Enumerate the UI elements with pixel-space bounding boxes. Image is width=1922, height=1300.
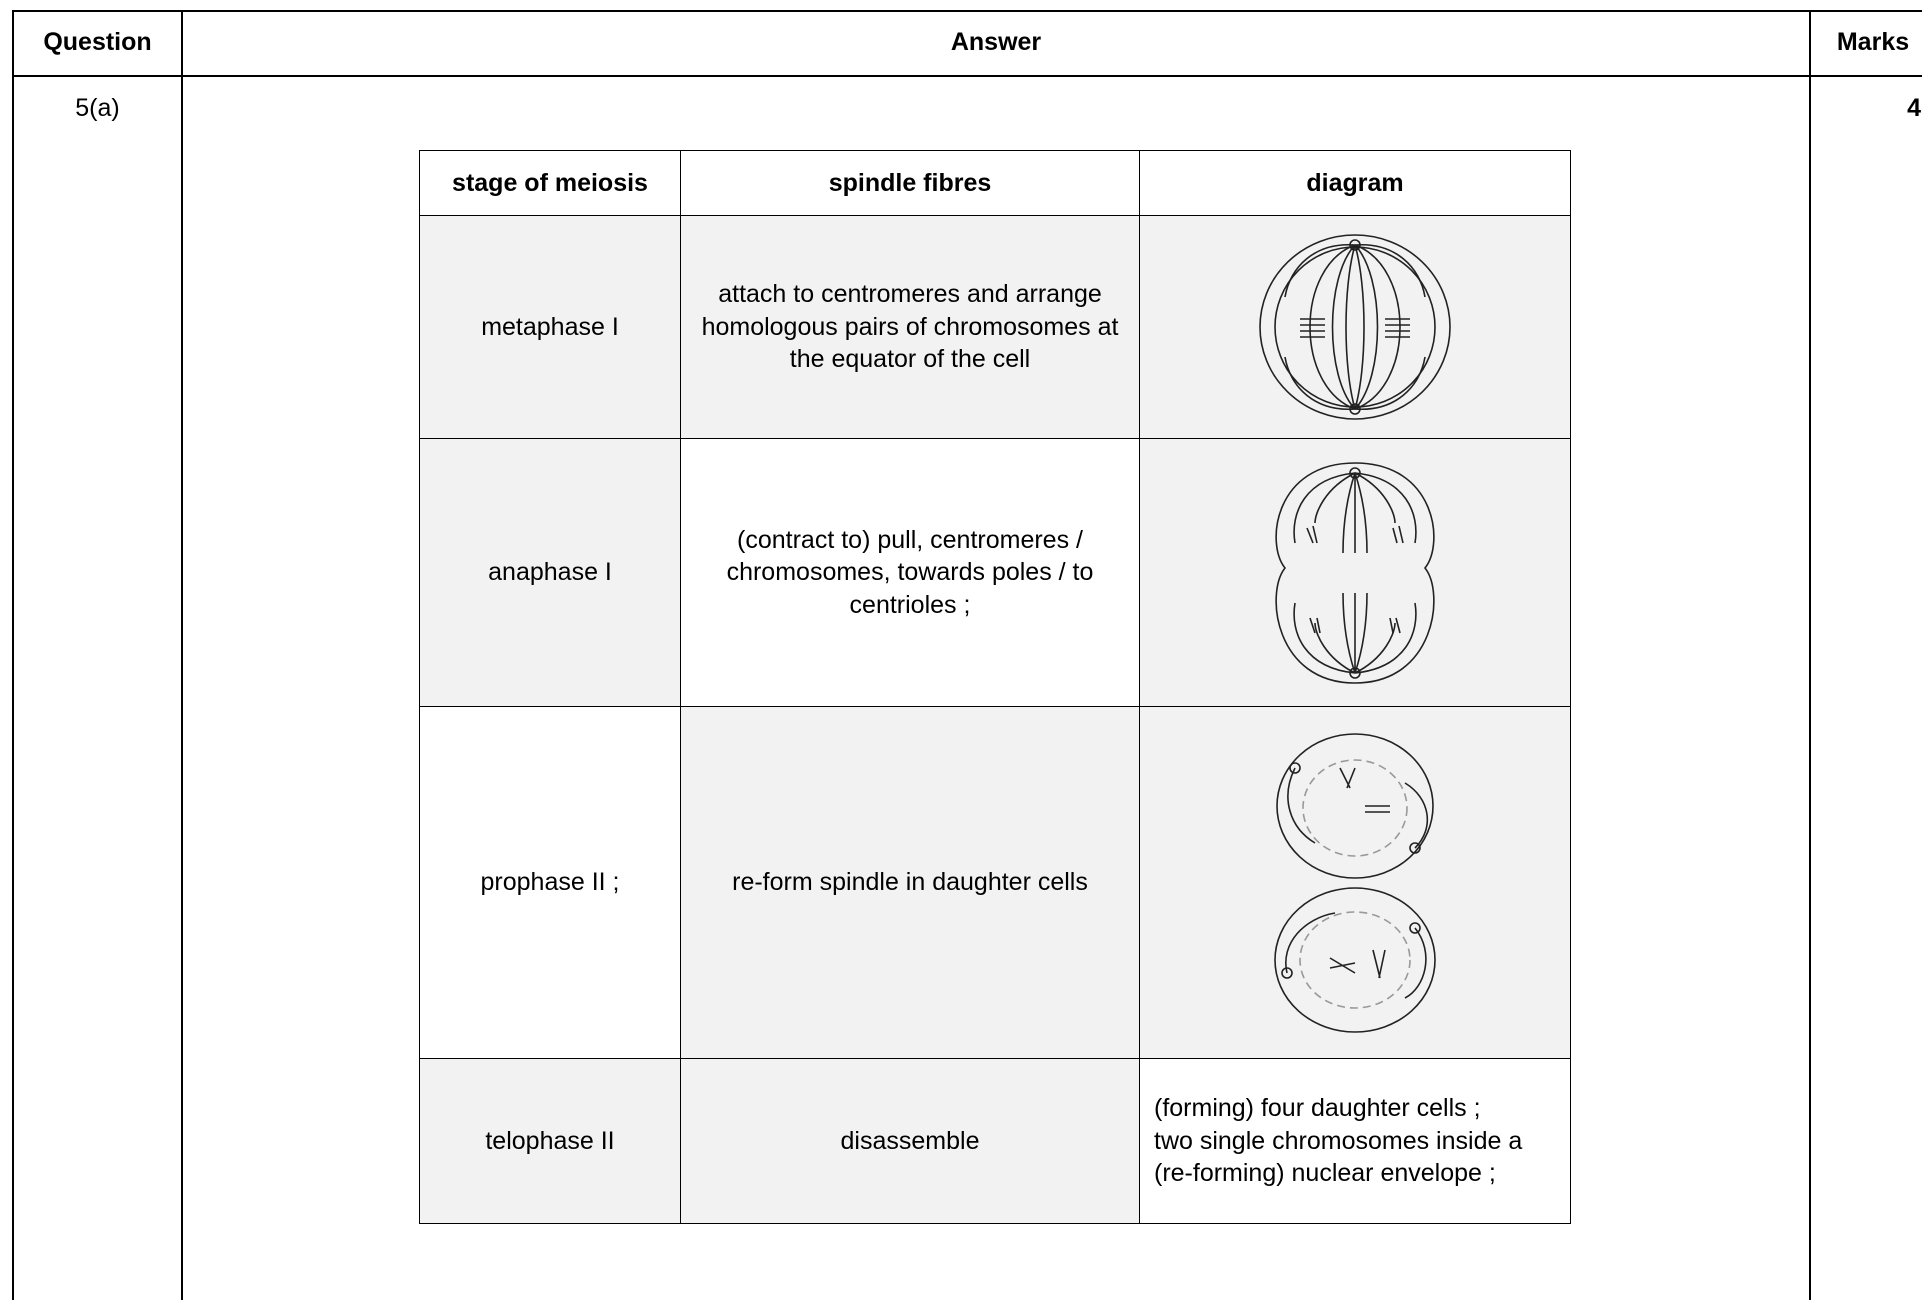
stage: anaphase I	[419, 438, 681, 707]
question-number: 5(a)	[75, 94, 120, 122]
marks: 4	[1907, 94, 1921, 122]
rule	[1809, 10, 1811, 1300]
column-header: Marks	[1836, 28, 1910, 56]
line: two single chromosomes inside a (re-form…	[1154, 1126, 1523, 1188]
stage: telophase II	[419, 1058, 681, 1224]
rule	[181, 10, 183, 1300]
column-header: Answer	[950, 28, 1042, 56]
table-header: stage of meiosis	[419, 150, 681, 216]
table-header: spindle fibres	[680, 150, 1140, 216]
metaphase-diagram	[1259, 234, 1451, 420]
anaphase-diagram	[1275, 461, 1435, 684]
rule	[12, 10, 1922, 12]
stage: prophase II ;	[419, 706, 681, 1059]
rule	[12, 75, 1922, 77]
diagram	[1139, 438, 1571, 707]
stage: metaphase I	[419, 215, 681, 439]
diagram	[1139, 706, 1571, 1059]
prophase-diagram	[1274, 732, 1436, 1033]
spindle-fibres: attach to centromeres and arrange homolo…	[680, 215, 1140, 439]
spindle-fibres: (contract to) pull, centromeres / chromo…	[680, 438, 1140, 707]
diagram-text: (forming) four daughter cells ; two sing…	[1139, 1058, 1571, 1224]
meiosis-table: stage of meiosis spindle fibres diagram …	[419, 150, 1571, 1224]
diagram	[1139, 215, 1571, 439]
column-header: Question	[43, 28, 152, 56]
table-header: diagram	[1139, 150, 1571, 216]
spindle-fibres: disassemble	[680, 1058, 1140, 1224]
rule	[12, 10, 14, 1300]
spindle-fibres: re-form spindle in daughter cells	[680, 706, 1140, 1059]
line: (forming) four daughter cells ;	[1154, 1094, 1481, 1123]
